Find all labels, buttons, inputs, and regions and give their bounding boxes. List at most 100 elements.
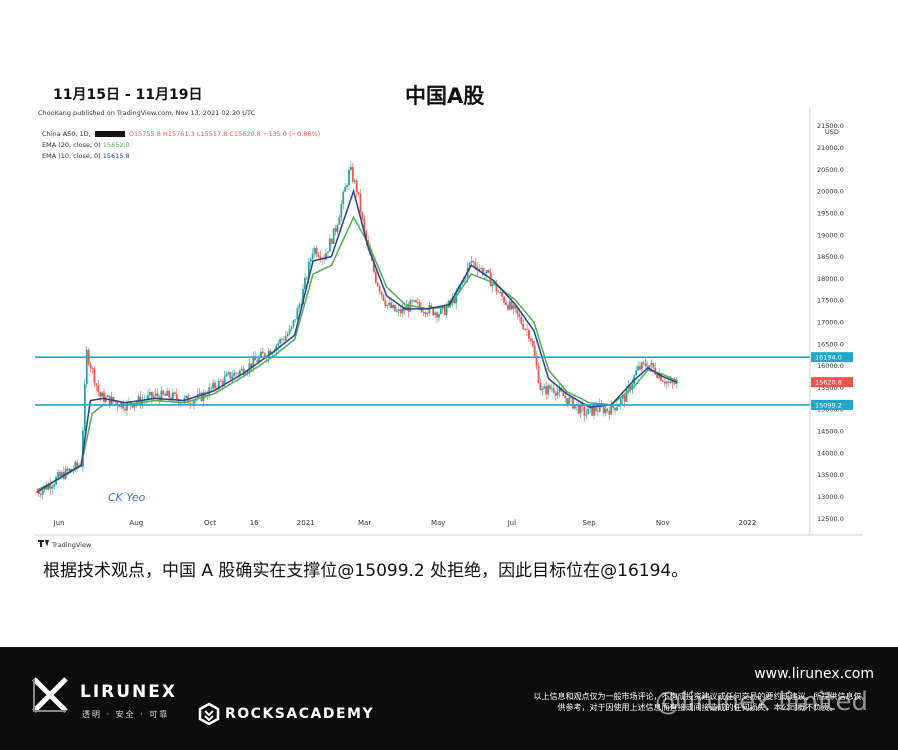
rocksacademy-brand: ROCKSACADEMY	[225, 706, 375, 722]
candle-body	[619, 398, 622, 405]
candle-body	[602, 406, 605, 414]
candle-body	[198, 392, 201, 395]
candle-body	[328, 238, 331, 252]
candle-body	[242, 368, 245, 376]
candle-body	[254, 356, 257, 361]
candle-body	[89, 364, 92, 369]
candle-body	[164, 394, 167, 396]
candle-body	[126, 401, 128, 411]
candle-body	[533, 346, 536, 357]
candle-body	[568, 397, 571, 404]
candle-body	[457, 290, 460, 292]
candle-body	[485, 270, 488, 274]
y-tick-label: 18000.0	[817, 275, 844, 283]
last-price-label: 15620.8	[815, 379, 842, 387]
candle-body	[152, 395, 155, 398]
candle-body	[658, 374, 660, 378]
candle-body	[70, 468, 73, 471]
candle-body	[480, 268, 482, 269]
candle-body	[302, 289, 304, 305]
candle-body	[627, 386, 630, 390]
candle-body	[411, 300, 414, 302]
candle-body	[587, 408, 590, 415]
y-tick-label: 20000.0	[817, 188, 844, 196]
candle-body	[325, 253, 327, 260]
candle-body	[545, 386, 548, 395]
resistance-price-label-bg	[811, 352, 853, 363]
candle-body	[51, 486, 54, 489]
candle-body	[340, 204, 343, 218]
candle-body	[76, 462, 79, 467]
ema20-line	[36, 215, 678, 491]
candle-body	[330, 238, 333, 244]
candle-body	[554, 392, 557, 396]
candle-body	[38, 492, 40, 494]
candle-body	[552, 388, 555, 393]
candle-body	[528, 330, 530, 339]
y-tick-label: 19000.0	[817, 231, 844, 239]
candle-body	[277, 343, 280, 346]
symbol-redacted-block	[94, 131, 125, 137]
candle-body	[662, 380, 664, 382]
candle-body	[654, 367, 657, 375]
y-tick-label: 20500.0	[817, 166, 844, 174]
candle-body	[47, 484, 50, 490]
candle-body	[66, 468, 69, 471]
candle-body	[53, 484, 56, 487]
candle-body	[231, 376, 234, 379]
candle-body	[36, 492, 38, 493]
candle-body	[133, 404, 136, 408]
candle-body	[269, 350, 272, 355]
last-price-label-bg	[811, 377, 853, 388]
candle-body	[558, 388, 561, 392]
candle-body	[149, 392, 151, 395]
candle-body	[256, 360, 259, 362]
candle-body	[39, 493, 42, 495]
candle-body	[399, 309, 402, 314]
candle-body	[432, 307, 435, 315]
candle-body	[539, 382, 542, 390]
watermark-text: @lirunex limited	[655, 687, 868, 717]
candle-body	[114, 401, 117, 403]
y-tick-label: 17000.0	[817, 319, 844, 327]
candle-body	[564, 396, 567, 399]
candle-body	[487, 270, 490, 273]
candle-body	[656, 374, 659, 378]
candle-body	[162, 390, 165, 395]
candle-body	[110, 397, 113, 405]
candle-body	[503, 296, 505, 303]
candle-body	[585, 414, 588, 416]
y-tick-label: 13500.0	[817, 471, 844, 479]
candle-body	[376, 282, 379, 287]
candle-body	[154, 393, 157, 396]
rocksacademy-logo-icon	[198, 702, 220, 726]
candle-body	[665, 381, 668, 384]
candle-body	[99, 391, 102, 397]
y-tick-label: 12500.0	[817, 515, 844, 523]
candle-body	[549, 385, 551, 389]
x-tick-label: May	[431, 519, 445, 527]
candle-body	[617, 404, 620, 408]
candle-body	[669, 381, 672, 383]
candle-body	[131, 404, 134, 408]
candle-body	[263, 353, 266, 357]
candle-body	[461, 282, 463, 285]
lirunex-logo-icon	[32, 677, 68, 713]
candle-body	[510, 301, 513, 310]
y-tick-label: 19500.0	[817, 209, 844, 217]
candle-body	[660, 374, 662, 381]
candle-body	[101, 392, 103, 397]
candle-body	[434, 312, 437, 315]
candle-body	[474, 262, 477, 267]
candle-body	[304, 277, 306, 290]
website-link[interactable]: www.lirunex.com	[754, 666, 874, 682]
ema10-label: EMA (10, close, 0)	[42, 152, 101, 160]
candle-body	[529, 338, 532, 341]
candle-body	[327, 251, 329, 254]
candle-body	[499, 291, 502, 293]
candle-body	[447, 300, 450, 307]
candle-body	[535, 356, 538, 367]
candle-body	[640, 362, 643, 370]
candle-body	[415, 300, 417, 303]
candle-body	[93, 368, 96, 384]
